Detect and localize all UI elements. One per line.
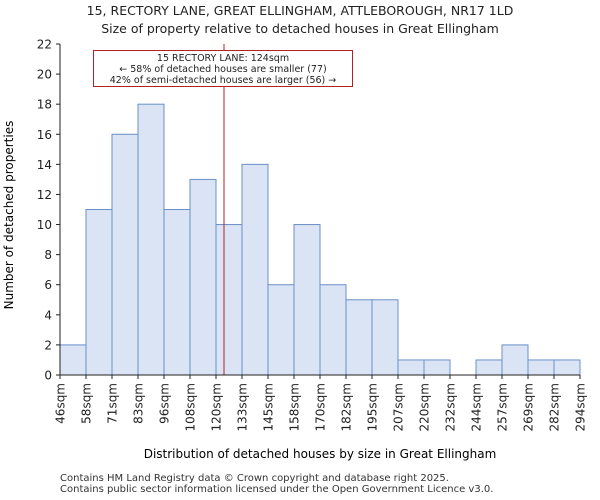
x-tick-label-195sqm: 195sqm [366,383,380,431]
bar-207sqm [397,359,425,376]
y-tick-label: 22 [37,38,52,52]
x-axis-label: Distribution of detached houses by size … [144,447,497,461]
x-tick-label-58sqm: 58sqm [80,383,94,424]
x-tick-label-244sqm: 244sqm [470,383,484,431]
bar-83sqm [137,103,165,376]
annotation-line3: 42% of semi-detached houses are larger (… [109,75,337,86]
bars-group [59,103,581,376]
bar-158sqm [293,224,321,376]
bar-220sqm [423,359,451,376]
bar-257sqm [501,344,529,376]
x-tick-label-71sqm: 71sqm [106,383,120,424]
annotation-box: 15 RECTORY LANE: 124sqm ← 58% of detache… [93,50,353,87]
x-tick-label-46sqm: 46sqm [54,383,68,424]
chart-title-line1: 15, RECTORY LANE, GREAT ELLINGHAM, ATTLE… [86,3,514,18]
y-tick-label: 12 [37,188,52,202]
y-tick-label: 10 [37,218,52,232]
y-tick-label: 8 [44,248,52,262]
footer-line2: Contains public sector information licen… [60,484,494,495]
bar-133sqm [241,163,269,376]
x-tick-label-96sqm: 96sqm [158,383,172,424]
x-tick-label-257sqm: 257sqm [496,383,510,431]
bar-170sqm [319,284,347,376]
bar-71sqm [111,133,139,376]
bar-108sqm [189,178,217,376]
x-tick-label-133sqm: 133sqm [236,383,250,431]
x-tick-label-108sqm: 108sqm [184,383,198,431]
y-tick-label: 0 [44,369,52,383]
bar-58sqm [85,209,113,376]
y-tick-label: 20 [37,68,52,82]
bar-46sqm [59,344,87,376]
y-tick-label: 6 [44,278,52,292]
x-tick-label-120sqm: 120sqm [210,383,224,431]
bar-269sqm [527,359,555,376]
y-tick-label: 18 [37,98,52,112]
footer-line1: Contains HM Land Registry data © Crown c… [60,473,449,484]
y-tick-label: 2 [44,338,52,352]
y-tick-label: 4 [44,308,52,322]
annotation-line1: 15 RECTORY LANE: 124sqm [156,53,290,64]
x-tick-label-232sqm: 232sqm [444,383,458,431]
y-tick-label: 14 [37,158,52,172]
axes-group: 0 2 4 6 8 10 12 14 16 18 20 22 46sqm 58sqm 71sqm 83sqm 9… [37,38,588,432]
x-tick-label-294sqm: 294sqm [574,383,588,431]
y-axis-label: Number of detached properties [2,121,16,310]
x-tick-label-83sqm: 83sqm [132,383,146,424]
chart-title-line2: Size of property relative to detached ho… [101,21,499,36]
x-tick-label-220sqm: 220sqm [418,383,432,431]
x-tick-label-282sqm: 282sqm [548,383,562,431]
annotation-line2: ← 58% of detached houses are smaller (77… [119,64,327,75]
bar-244sqm [475,359,503,376]
x-tick-label-170sqm: 170sqm [314,383,328,431]
x-tick-label-269sqm: 269sqm [522,383,536,431]
x-tick-label-182sqm: 182sqm [340,383,354,431]
bar-145sqm [267,284,295,376]
bar-182sqm [345,299,373,376]
bar-96sqm [163,209,191,376]
bar-120sqm [215,224,243,376]
y-tick-label: 16 [37,128,52,142]
bar-282sqm [553,359,581,376]
x-tick-label-158sqm: 158sqm [288,383,302,431]
x-tick-label-207sqm: 207sqm [392,383,406,431]
x-tick-label-145sqm: 145sqm [262,383,276,431]
bar-195sqm [371,299,399,376]
